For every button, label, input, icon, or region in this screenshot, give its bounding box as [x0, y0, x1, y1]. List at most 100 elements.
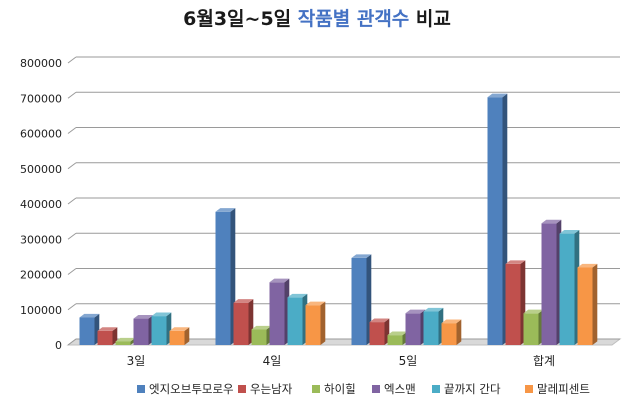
bar-front — [387, 335, 403, 345]
bar — [233, 299, 254, 345]
bar-front — [115, 341, 131, 345]
bar-front — [233, 302, 249, 345]
bar-front — [423, 311, 439, 345]
gridlines — [67, 56, 620, 346]
gridline-diagonal — [67, 197, 77, 205]
legend-swatch — [372, 385, 380, 393]
bar-top — [215, 208, 236, 212]
legend-swatch — [238, 385, 246, 393]
bar-side — [456, 319, 462, 345]
bar — [387, 331, 408, 345]
bar — [97, 327, 118, 345]
y-tick-label: 800000 — [20, 57, 62, 70]
bar — [351, 254, 372, 345]
gridline-diagonal — [67, 232, 77, 240]
bar-top — [405, 309, 426, 314]
gridline-diagonal — [67, 268, 77, 275]
gridline-diagonal — [67, 91, 77, 99]
y-tick-label: 600000 — [20, 128, 62, 141]
bar — [441, 319, 462, 345]
gridline-diagonal — [67, 162, 77, 170]
bar-side — [592, 263, 598, 345]
bar-front — [405, 313, 421, 345]
bar — [269, 278, 290, 345]
legend-label: 끝까지 간다 — [444, 382, 501, 396]
bar — [79, 313, 100, 345]
bar — [251, 325, 272, 345]
legend-item: 하이힐 — [312, 382, 356, 396]
legend-item: 끝까지 간다 — [432, 382, 501, 396]
bars — [79, 93, 598, 345]
bar — [487, 93, 508, 345]
bar-front — [151, 316, 167, 345]
bar-top — [251, 325, 272, 330]
x-category-label: 4일 — [263, 354, 282, 368]
bar-top — [423, 307, 444, 312]
bar-front — [215, 211, 231, 345]
y-tick-label: 300000 — [20, 233, 62, 246]
legend-swatch — [312, 385, 320, 393]
bar-top — [441, 319, 462, 324]
bar-top — [151, 312, 172, 317]
bar-front — [351, 257, 367, 345]
gridline-diagonal — [67, 56, 77, 64]
bar-side — [320, 301, 326, 345]
bar — [215, 208, 236, 345]
chart-title-part: 비교 — [409, 8, 451, 30]
bar-top — [559, 230, 580, 234]
bar-front — [559, 233, 575, 345]
y-tick-label: 700000 — [20, 92, 62, 105]
bar-top — [541, 219, 562, 224]
bar — [423, 307, 444, 345]
y-tick-label: 500000 — [20, 163, 62, 176]
bar — [369, 318, 390, 345]
bar-side — [184, 327, 190, 345]
legend-label: 엣지오브투모로우 — [149, 382, 234, 396]
gridline-diagonal — [67, 303, 77, 311]
bar-top — [133, 314, 154, 319]
chart-title-part: 작품별 관객수 — [298, 8, 410, 30]
bar-front — [505, 263, 521, 345]
y-tick-label: 200000 — [20, 269, 62, 282]
legend-label: 하이힐 — [324, 382, 356, 396]
bar-top — [305, 301, 326, 306]
x-category-label: 합계 — [533, 354, 555, 368]
legend-item: 말레피센트 — [525, 382, 590, 396]
bar-top — [79, 313, 100, 318]
bar-top — [269, 278, 290, 283]
bar — [405, 309, 426, 345]
legend-item: 엣지오브투모로우 — [137, 382, 234, 396]
bar-front — [79, 317, 95, 345]
chart-title: 6월3일~5일 작품별 관객수 비교 — [183, 8, 451, 30]
y-tick-label: 0 — [55, 339, 62, 352]
legend-label: 엑스맨 — [384, 382, 416, 396]
bar-top — [369, 318, 390, 323]
bar-top — [387, 331, 408, 336]
bar-top — [505, 260, 526, 264]
y-tick-label: 100000 — [20, 304, 62, 317]
bar-top — [487, 93, 508, 98]
x-category-label: 5일 — [399, 354, 418, 368]
bar — [169, 327, 190, 345]
legend-label: 우는남자 — [250, 382, 293, 396]
bar-side — [112, 327, 118, 345]
bar — [287, 293, 308, 345]
bar-top — [169, 327, 190, 331]
bar-front — [305, 305, 321, 345]
bar — [505, 260, 526, 345]
bar-front — [441, 323, 457, 345]
bar — [133, 314, 154, 345]
bar-top — [351, 254, 372, 258]
chart-title-part: 6월3일~5일 — [183, 8, 298, 30]
bar-top — [287, 293, 308, 298]
bar-front — [577, 267, 593, 345]
legend-item: 우는남자 — [238, 382, 293, 396]
y-axis-ticks: 0 100000 200000 300000 400000 500000 600000 700… — [20, 57, 62, 352]
bar — [577, 263, 598, 345]
legend-label: 말레피센트 — [537, 382, 590, 396]
bar-top — [233, 299, 254, 303]
x-category-label: 3일 — [127, 354, 146, 368]
bar — [305, 301, 326, 345]
bar-top — [97, 327, 118, 331]
